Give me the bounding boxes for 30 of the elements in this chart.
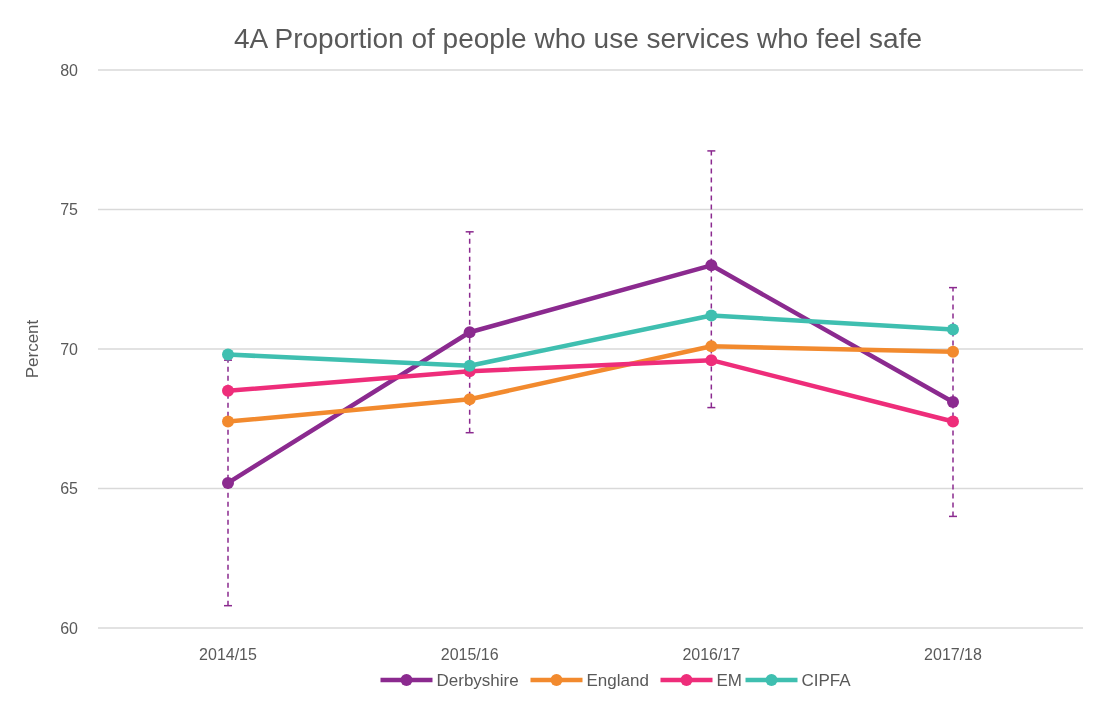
point [222, 384, 234, 397]
point [463, 326, 476, 339]
y-axis-title: Percent [23, 319, 42, 379]
point [222, 348, 234, 361]
point [705, 340, 718, 353]
y-tick-label: 70 [60, 340, 79, 358]
point [947, 323, 959, 336]
point [463, 359, 476, 372]
x-tick-label: 2014/15 [199, 646, 258, 663]
legend-label: EM [716, 671, 742, 690]
point [222, 415, 234, 428]
x-tick-label: 2017/18 [924, 646, 983, 663]
chart-title: 4A Proportion of people who use services who feel safe [234, 23, 922, 54]
point [705, 354, 718, 367]
y-tick-label: 65 [60, 480, 79, 498]
legend-label: England [586, 671, 649, 690]
point [222, 476, 234, 489]
y-tick-label: 75 [60, 201, 79, 219]
legend-label: Derbyshire [436, 671, 519, 690]
point [705, 309, 718, 322]
legend-label: CIPFA [801, 671, 852, 690]
point [947, 345, 959, 358]
point [463, 393, 476, 406]
x-tick-label: 2016/17 [682, 646, 741, 663]
x-tick-label: 2015/16 [440, 646, 499, 663]
point [705, 259, 718, 272]
y-tick-label: 60 [60, 619, 79, 637]
point [947, 396, 959, 409]
point [947, 415, 959, 428]
y-tick-label: 80 [60, 61, 79, 79]
